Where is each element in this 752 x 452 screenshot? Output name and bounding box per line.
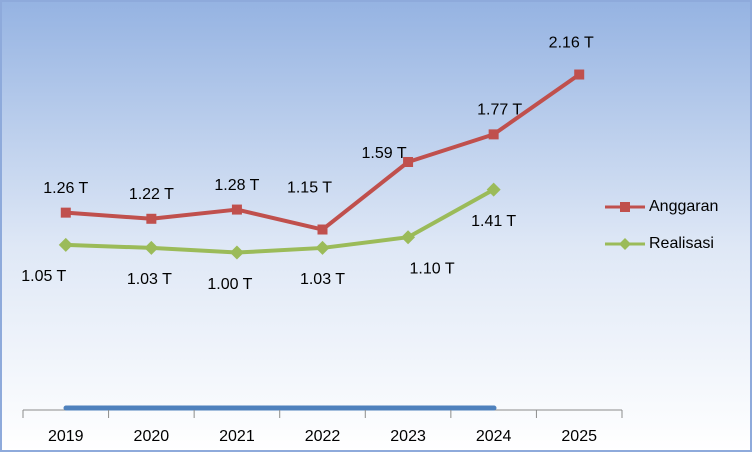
marker: [403, 156, 414, 167]
data-label: 1.59 T: [362, 145, 407, 162]
legend-marker: [620, 202, 630, 212]
data-label: 1.41 T: [471, 213, 516, 230]
data-label: 1.05 T: [21, 268, 66, 285]
x-tick-label: 2024: [476, 428, 512, 445]
marker: [574, 69, 585, 80]
x-tick-label: 2025: [561, 428, 597, 445]
legend-marker: [619, 238, 631, 250]
x-tick-label: 2023: [390, 428, 426, 445]
data-label: 1.15 T: [287, 180, 332, 197]
marker: [488, 129, 499, 140]
data-label: 1.77 T: [477, 102, 522, 119]
marker: [315, 240, 330, 255]
marker: [401, 230, 416, 245]
data-label: 1.00 T: [207, 276, 252, 293]
data-label: 1.10 T: [410, 260, 455, 277]
marker: [317, 224, 328, 235]
x-tick-label: 2022: [305, 428, 341, 445]
data-label: 1.03 T: [127, 271, 172, 288]
series-line: [65, 187, 495, 255]
x-tick-label: 2019: [48, 428, 84, 445]
marker: [144, 240, 159, 255]
data-label: 1.28 T: [214, 177, 259, 194]
marker: [58, 237, 73, 252]
marker: [146, 213, 157, 224]
legend-label: Anggaran: [649, 198, 718, 215]
marker: [486, 182, 501, 197]
data-label: 2.16 T: [549, 35, 594, 52]
legend-label: Realisasi: [649, 235, 714, 252]
x-tick-label: 2021: [219, 428, 255, 445]
marker: [231, 204, 242, 215]
data-label: 1.26 T: [43, 180, 88, 197]
x-tick-label: 2020: [134, 428, 170, 445]
marker: [229, 245, 244, 260]
data-label: 1.03 T: [300, 271, 345, 288]
marker: [60, 207, 71, 218]
data-label: 1.22 T: [129, 186, 174, 203]
